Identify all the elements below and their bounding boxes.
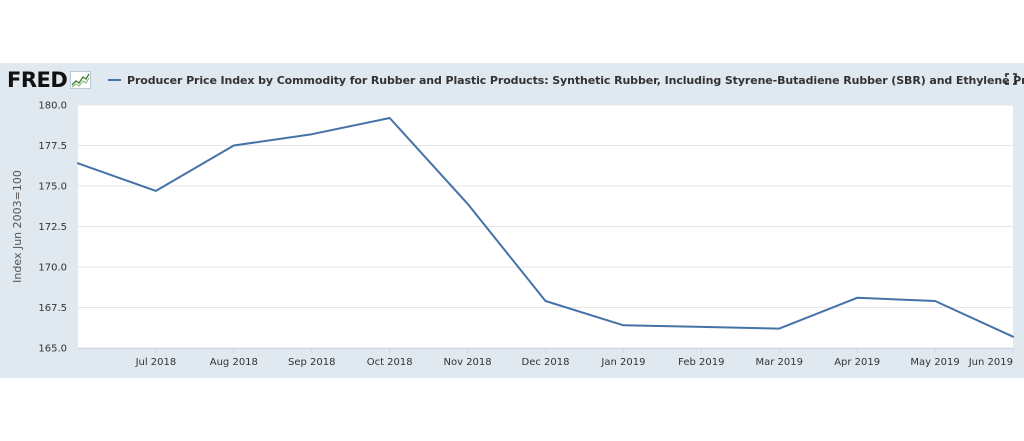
- y-tick-label: 175.0: [38, 182, 67, 193]
- legend-series-swatch: [108, 79, 121, 81]
- data-point: [155, 190, 157, 192]
- data-point: [622, 324, 624, 326]
- fred-logo[interactable]: FRED: [7, 68, 92, 92]
- x-tick-label: Jul 2018: [135, 357, 177, 368]
- y-axis-title: Index Jun 2003=100: [11, 170, 24, 283]
- data-point: [233, 145, 235, 147]
- x-tick-label: Aug 2018: [210, 357, 258, 368]
- data-point: [467, 203, 469, 205]
- data-point: [778, 328, 780, 330]
- y-tick-label: 180.0: [38, 101, 67, 112]
- x-tick-label: Feb 2019: [678, 357, 724, 368]
- x-tick-label: Sep 2018: [288, 357, 335, 368]
- data-point: [856, 297, 858, 299]
- data-point: [934, 300, 936, 302]
- x-tick-label: Jun 2019: [968, 357, 1013, 368]
- x-tick-label: Mar 2019: [756, 357, 804, 368]
- x-tick-label: Apr 2019: [834, 357, 880, 368]
- y-tick-label: 170.0: [38, 263, 67, 274]
- x-tick-label: Jan 2019: [600, 357, 645, 368]
- x-tick-label: Oct 2018: [367, 357, 413, 368]
- data-point: [700, 326, 702, 328]
- legend-series-label: Producer Price Index by Commodity for Ru…: [127, 73, 1024, 87]
- data-point: [389, 117, 391, 119]
- x-tick-label: May 2019: [910, 357, 959, 368]
- chart-panel: FRED Producer Price Index by Commodity f…: [0, 63, 1024, 378]
- data-point: [77, 162, 79, 164]
- fred-logo-graph-icon: [70, 71, 92, 89]
- fred-logo-text: FRED: [7, 68, 68, 92]
- x-tick-label: Nov 2018: [444, 357, 492, 368]
- y-tick-label: 167.5: [38, 303, 67, 314]
- y-tick-label: 172.5: [38, 222, 67, 233]
- legend: Producer Price Index by Commodity for Ru…: [108, 71, 1024, 89]
- data-point: [545, 300, 547, 302]
- line-chart: 165.0 167.5 170.0 172.5 175.0 177.5 180.0 Jul 2…: [11, 101, 1014, 368]
- x-tick-label: Dec 2018: [522, 357, 570, 368]
- data-point: [311, 133, 313, 135]
- series-line: [77, 117, 1014, 338]
- fullscreen-expand-icon[interactable]: [1005, 73, 1017, 85]
- y-tick-label: 165.0: [38, 344, 67, 355]
- y-tick-label: 177.5: [38, 141, 67, 152]
- data-point: [1012, 336, 1014, 338]
